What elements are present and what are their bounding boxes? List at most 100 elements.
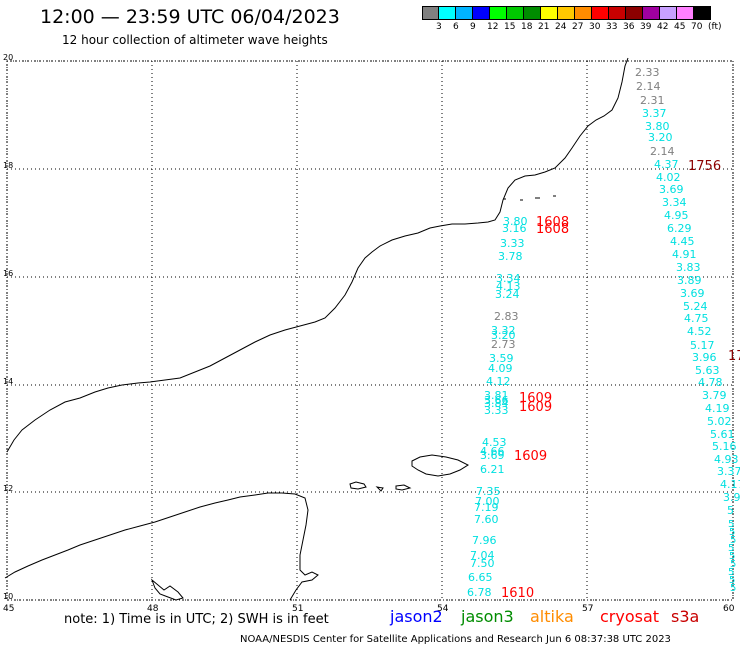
pass-time-label: 1756: [688, 159, 721, 174]
socotra-island: [411, 454, 470, 477]
wave-height-label: 7.00: [475, 495, 500, 508]
color-scale-label: 39: [640, 22, 652, 32]
wave-height-label: 4.09: [488, 362, 513, 375]
wave-height-label: 3.69: [659, 183, 684, 196]
wave-height-label: 2.33: [635, 66, 660, 79]
somali-coastline: [4, 492, 319, 601]
islet-1: [349, 481, 367, 490]
map-frame: [6, 60, 734, 601]
wave-height-label: 3.34: [662, 196, 687, 209]
x-tick-label: 45: [3, 604, 14, 614]
color-scale-label: 9: [470, 22, 476, 32]
wave-height-label: 7.35: [476, 485, 501, 498]
wave-height-label: 4.37: [654, 158, 679, 171]
wave-height-label: 3.80: [645, 120, 670, 133]
wave-height-label: 5.24: [683, 300, 708, 313]
wave-height-label: 6.65: [468, 571, 493, 584]
wave-height-label: 3.83: [676, 261, 701, 274]
pass-time-label: 1609: [519, 400, 552, 415]
wave-height-label: 3.33: [500, 237, 525, 250]
pass-time-label: 1609: [514, 449, 547, 464]
wave-height-label: 3.33: [484, 404, 509, 417]
color-swatch: [609, 6, 626, 20]
color-swatch: [541, 6, 558, 20]
color-scale-label: 27: [572, 22, 584, 32]
color-scale-label: 6: [453, 22, 459, 32]
y-tick-label: 12: [3, 484, 13, 493]
units-note: note: 1) Time is in UTC; 2) SWH is in fe…: [64, 612, 329, 627]
x-tick-label: 60: [723, 604, 735, 614]
wave-height-label: 3.24: [495, 288, 520, 301]
wave-height-label: 4.19: [705, 402, 730, 415]
color-swatch: [660, 6, 677, 20]
color-swatch: [507, 6, 524, 20]
pass-time-label: 1608: [536, 222, 569, 237]
wave-height-label: 4.52: [687, 325, 712, 338]
mission-cryosat: cryosat: [600, 607, 660, 626]
wave-height-label: 3.78: [498, 250, 523, 263]
color-swatch: [558, 6, 575, 20]
axis-tick-labels: 45 48 51 54 57 60 20 18 16 14 12 10: [3, 53, 735, 614]
dense-track-mark: 5: [729, 527, 735, 538]
color-scale-label: 36: [623, 22, 635, 32]
color-scale-label: 30: [589, 22, 601, 32]
dense-track-mark: 5: [728, 519, 734, 530]
wave-height-label: 2.14: [636, 80, 661, 93]
wave-height-label: 3.37: [642, 107, 667, 120]
color-scale-label: 24: [555, 22, 567, 32]
mission-jason2: jason2: [390, 607, 443, 626]
wave-height-label: 3.20: [491, 329, 516, 342]
dense-track-mark: 5: [729, 551, 735, 562]
wave-height-label: 6.21: [480, 463, 505, 476]
wave-height-label: 3.89: [677, 274, 702, 287]
islet-3: [395, 484, 412, 491]
wave-height-label: 4.66: [480, 445, 505, 458]
wave-height-label: 4.17: [720, 478, 740, 491]
credit-line: NOAA/NESDIS Center for Satellite Applica…: [240, 634, 671, 645]
color-scale-label: 45: [674, 22, 686, 32]
wave-height-label: 5.02: [707, 415, 732, 428]
map-title: 12:00 — 23:59 UTC 06/04/2023: [40, 6, 340, 28]
color-swatch: [439, 6, 456, 20]
color-swatch: [592, 6, 609, 20]
wave-height-label: 4.78: [698, 376, 723, 389]
mission-s3a: s3a: [671, 607, 700, 626]
color-swatch: [422, 6, 439, 20]
wave-height-label: 7.60: [474, 513, 499, 526]
wave-height-label: 2.14: [650, 145, 675, 158]
coastline: [4, 57, 629, 601]
islet-2: [375, 486, 384, 492]
y-tick-label: 16: [3, 269, 13, 278]
color-swatch: [490, 6, 507, 20]
color-scale-label: 18: [521, 22, 533, 32]
wave-height-label: 4.91: [672, 248, 697, 261]
wave-height-label: 3.20: [648, 131, 673, 144]
mission-altika: altika: [530, 607, 574, 626]
pass-time-label: 17: [728, 349, 740, 364]
wave-height-label: 7.50: [470, 557, 495, 570]
wave-height-label: 5.16: [712, 440, 737, 453]
dense-track-mark: 5: [729, 575, 735, 586]
color-scale-label: 15: [504, 22, 516, 32]
y-tick-label: 10: [3, 592, 13, 601]
x-tick-label: 48: [147, 604, 159, 614]
map-grid: [6, 60, 734, 601]
wave-height-label: 7.19: [474, 501, 499, 514]
wave-height-label: 3.81: [484, 389, 509, 402]
dense-track-mark: 5: [730, 559, 736, 570]
wave-height-label: 7.96: [472, 534, 497, 547]
color-scale-labels: 3 6 9 12 15 18 21 24 27 30 33 36 39 42 45 70 (ft): [422, 22, 740, 34]
y-tick-label: 14: [3, 377, 13, 386]
wave-height-label: 3.96: [692, 351, 717, 364]
wave-height-label: 3.9: [723, 491, 740, 504]
wave-height-values: 2.332.142.313.373.803.202.144.374.023.69…: [467, 66, 740, 599]
y-tick-label: 18: [3, 161, 13, 170]
wave-height-label: 5.17: [690, 339, 715, 352]
wave-height-label: 2.73: [491, 338, 516, 351]
wave-height-label: 3.79: [702, 389, 727, 402]
wave-height-label: 3.59: [489, 352, 514, 365]
color-swatch: [473, 6, 490, 20]
wave-height-label: 3.16: [502, 222, 527, 235]
dense-track-mark: 5: [728, 543, 734, 554]
